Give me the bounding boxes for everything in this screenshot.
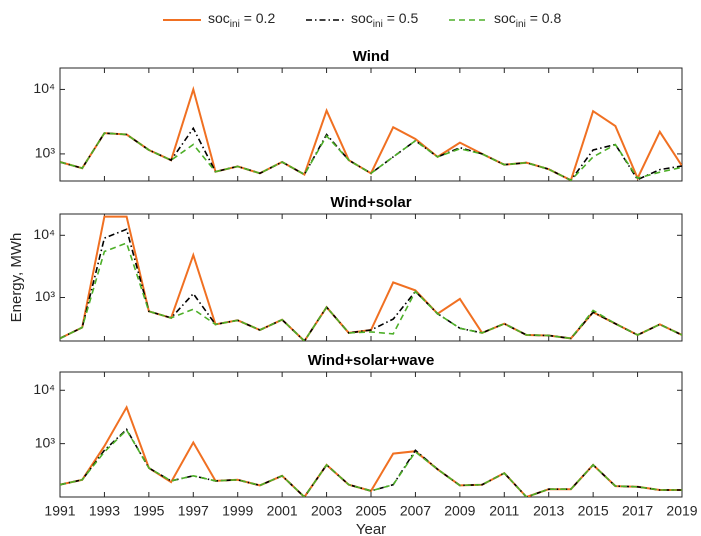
panel-title: Wind [353,48,390,65]
series-line [60,132,682,181]
x-tick-label: 2013 [533,503,564,519]
x-tick-label: 2009 [444,503,475,519]
x-tick-label: 2005 [355,503,386,519]
series-line [60,228,682,341]
plot-area [59,213,683,342]
series-line [60,242,682,341]
panel-title: Wind+solar+wave [308,352,435,369]
legend-sub: ini [516,19,526,30]
x-tick-label: 2015 [578,503,609,519]
y-tick-label: 10⁴ [33,381,55,397]
x-tick-label: 2011 [489,503,519,519]
legend-name: soc [208,10,230,26]
legend-rest: = 0.8 [526,10,562,26]
y-tick-label: 10³ [35,288,56,304]
y-tick-label: 10⁴ [33,80,55,96]
x-tick-label: 1991 [44,503,75,519]
x-tick-label: 2019 [666,503,697,519]
legend-label: socini = 0.2 [208,10,275,30]
x-tick-label: 1999 [222,503,253,519]
series-line [60,428,682,497]
x-tick-label: 2001 [267,503,298,519]
legend-rest: = 0.5 [383,10,419,26]
legend-rest: = 0.2 [240,10,276,26]
y-tick-label: 10⁴ [33,226,55,242]
x-tick-label: 2007 [400,503,431,519]
y-tick-label: 10³ [35,434,56,450]
legend-name: soc [494,10,516,26]
x-tick-label: 2017 [622,503,653,519]
x-tick-label: 1997 [178,503,209,519]
legend-sub: ini [373,19,383,30]
plot-area [59,371,683,498]
plot-area [59,67,683,182]
x-tick-label: 1995 [133,503,164,519]
legend-label: socini = 0.5 [351,10,418,30]
y-tick-label: 10³ [35,145,56,161]
y-axis-label: Energy, MWh [8,233,25,323]
x-tick-label: 2003 [311,503,342,519]
legend-sub: ini [230,19,240,30]
x-axis-label: Year [356,521,386,536]
x-tick-label: 1993 [89,503,120,519]
panel-title: Wind+solar [330,194,411,211]
legend-label: socini = 0.8 [494,10,561,30]
legend-name: soc [351,10,373,26]
